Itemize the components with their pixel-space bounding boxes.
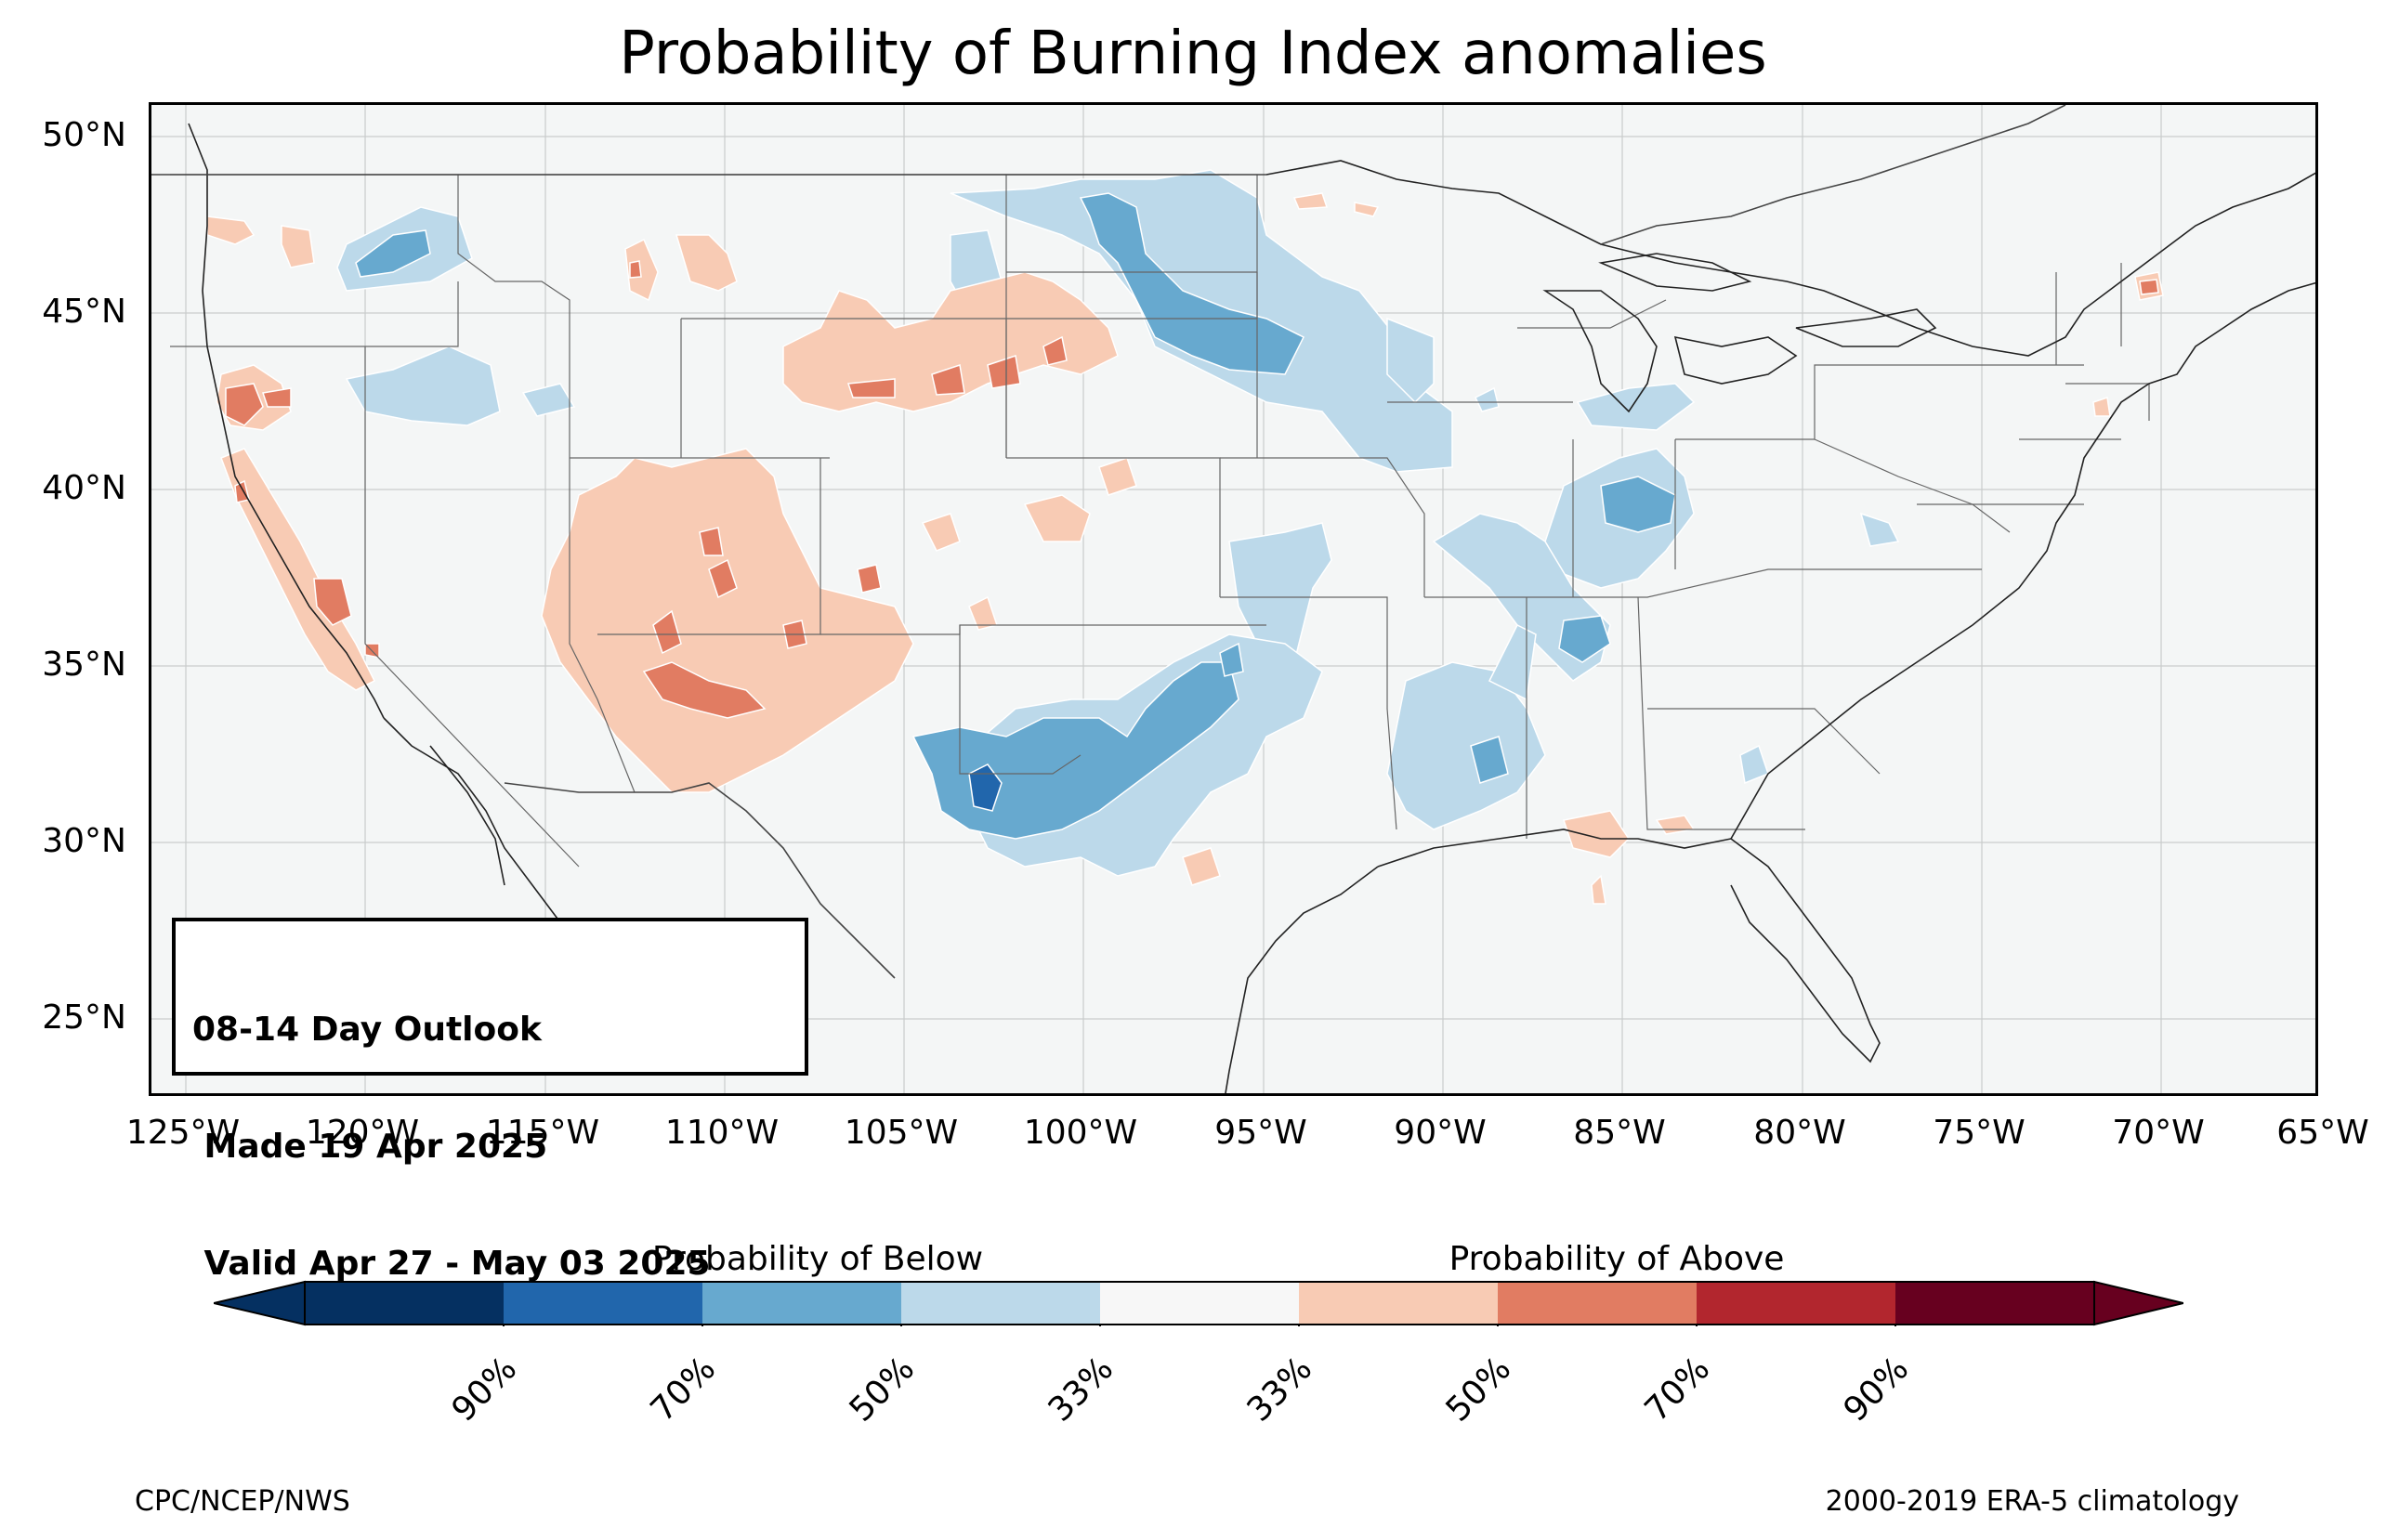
- lon-tick-125: 125°W: [125, 1114, 241, 1152]
- colorbar-swatch: [1299, 1282, 1498, 1325]
- lon-tick-75: 75°W: [1933, 1114, 2025, 1152]
- colorbar-tick-above-33: 33%: [1239, 1350, 1320, 1429]
- colorbar-tick-below-33: 33%: [1041, 1350, 1121, 1429]
- colorbar-tick-below-90: 90%: [444, 1350, 525, 1429]
- valid-range: Valid Apr 27 - May 03 2025: [192, 1245, 711, 1283]
- lon-tick-100: 100°W: [1023, 1114, 1138, 1152]
- lat-tick-35: 35°N: [42, 646, 126, 684]
- anomaly-map: [151, 105, 2315, 1093]
- map-title: Probability of Burning Index anomalies: [619, 20, 1767, 88]
- below-70-regions: [968, 763, 1003, 812]
- lat-tick-50: 50°N: [42, 116, 126, 154]
- lon-tick-110: 110°W: [664, 1114, 780, 1152]
- above-50-regions: [225, 260, 2159, 719]
- made-date: Made 19 Apr 2025: [192, 1128, 548, 1166]
- coastlines: [188, 123, 2315, 1093]
- colorbar-swatch: [305, 1282, 504, 1325]
- colorbar-swatch: [1498, 1282, 1697, 1325]
- above-33-regions: [206, 192, 2164, 905]
- outlook-info-box: 08-14 Day Outlook Made 19 Apr 2025 Valid…: [172, 918, 808, 1283]
- lat-tick-40: 40°N: [42, 469, 126, 507]
- colorbar-swatch: [504, 1282, 702, 1325]
- colorbar-swatch: [1895, 1282, 2094, 1325]
- footer-climatology: 2000-2019 ERA-5 climatology: [1825, 1485, 2239, 1518]
- international-borders: [151, 105, 2066, 979]
- colorbar-tick-below-70: 70%: [643, 1350, 724, 1429]
- lon-tick-80: 80°W: [1753, 1114, 1846, 1152]
- lat-tick-30: 30°N: [42, 822, 126, 860]
- colorbar-tick-above-90: 90%: [1836, 1350, 1917, 1429]
- lat-tick-25: 25°N: [42, 998, 126, 1037]
- lon-tick-65: 65°W: [2276, 1114, 2369, 1152]
- lon-tick-85: 85°W: [1573, 1114, 1666, 1152]
- colorbar-below-label: Probability of Below: [651, 1240, 984, 1278]
- colorbar-tick-above-50: 50%: [1438, 1350, 1519, 1429]
- lon-tick-115: 115°W: [485, 1114, 600, 1152]
- colorbar-swatch: [1100, 1282, 1299, 1325]
- outlook-period: 08-14 Day Outlook: [192, 1011, 542, 1049]
- colorbar-swatch: [702, 1282, 901, 1325]
- colorbar-tick-above-70: 70%: [1637, 1350, 1718, 1429]
- colorbar-tick-below-50: 50%: [842, 1350, 923, 1429]
- lon-tick-90: 90°W: [1394, 1114, 1487, 1152]
- colorbar-above-label: Probability of Above: [1449, 1240, 1785, 1278]
- lon-tick-70: 70°W: [2112, 1114, 2205, 1152]
- lon-tick-105: 105°W: [844, 1114, 959, 1152]
- lon-tick-120: 120°W: [305, 1114, 420, 1152]
- footer-source: CPC/NCEP/NWS: [135, 1485, 350, 1518]
- colorbar-low-extend: [214, 1280, 306, 1326]
- lat-tick-45: 45°N: [42, 293, 126, 331]
- colorbar-swatch: [1697, 1282, 1895, 1325]
- colorbar: [214, 1280, 2183, 1326]
- colorbar-high-extend: [2093, 1280, 2183, 1326]
- lon-tick-95: 95°W: [1214, 1114, 1307, 1152]
- colorbar-swatch: [901, 1282, 1100, 1325]
